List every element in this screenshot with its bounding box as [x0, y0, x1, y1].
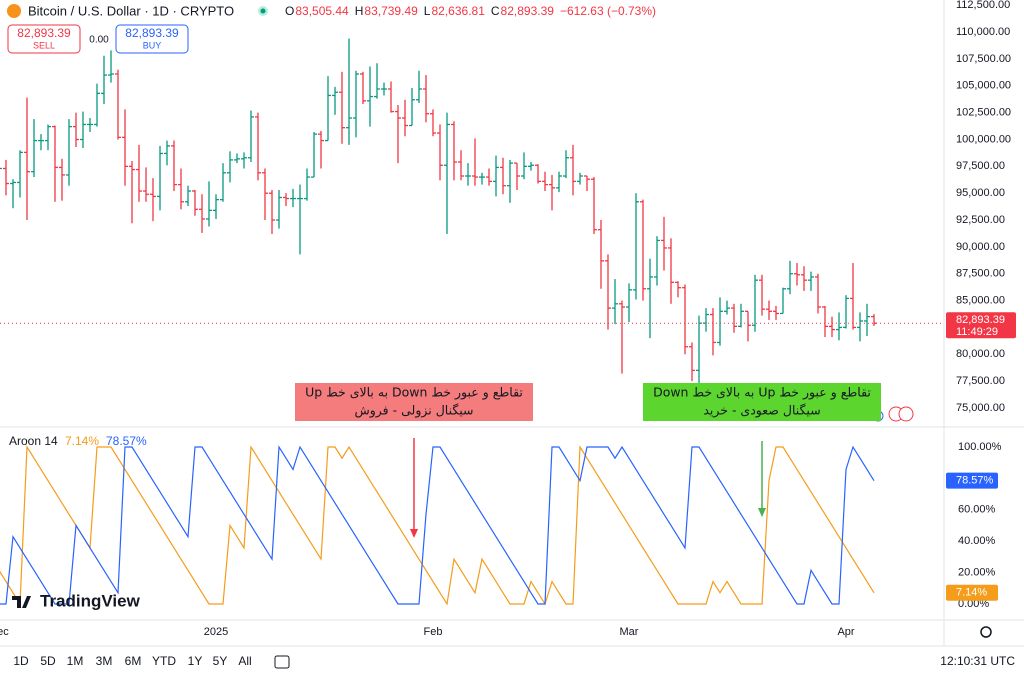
value-tag-label: 7.14%: [956, 587, 987, 599]
y-tick-label: 75,000.00: [956, 402, 1005, 414]
flag-icon: [898, 406, 914, 422]
buy-button[interactable]: [115, 24, 189, 54]
readout-change: −612.63 (−0.73%): [560, 4, 656, 18]
y-tick-label: 100,000.00: [956, 133, 1011, 145]
sell-label: SELL: [33, 40, 55, 50]
last-price-tag: [946, 312, 1016, 339]
readout-value: 83,739.49: [364, 4, 418, 18]
buy-label: BUY: [143, 40, 162, 50]
range-button[interactable]: 3M: [96, 654, 113, 668]
x-tick-label: 2025: [204, 626, 228, 638]
symbol-title: Bitcoin / U.S. Dollar · 1D · CRYPTO: [28, 3, 234, 18]
y-tick-label: 90,000.00: [956, 241, 1005, 253]
y-tick-label: 0.00%: [958, 598, 989, 610]
value-tag: [946, 472, 998, 489]
legend-value: 7.14%: [65, 434, 99, 448]
range-button[interactable]: 5D: [40, 654, 56, 668]
status-dot-core: [260, 8, 266, 14]
annotation-text: سیگنال نزولی - فروش: [354, 403, 473, 419]
legend-value: 78.57%: [106, 434, 147, 448]
x-tick-label: Dec: [0, 626, 9, 638]
indicator-title: Aroon 14: [9, 434, 58, 448]
y-tick-label: 20.00%: [958, 566, 996, 578]
range-button[interactable]: 1D: [13, 654, 29, 668]
y-tick-label: 77,500.00: [956, 375, 1005, 387]
x-tick-label: Feb: [424, 626, 443, 638]
date-range-icon[interactable]: [274, 655, 290, 669]
annotation-text: تقاطع و عبور خط Up به بالای خط Down: [653, 385, 871, 401]
y-tick-label: 102,500.00: [956, 107, 1011, 119]
readout-value: 82,893.39: [501, 4, 555, 18]
annotation-text: سیگنال صعودی - خرید: [703, 403, 820, 419]
readout-value: 82,636.81: [431, 4, 485, 18]
logo-mark: [12, 596, 31, 608]
y-tick-label: 112,500.00: [956, 0, 1010, 11]
value-tag: [946, 584, 998, 601]
buy-price: 82,893.39: [125, 26, 179, 40]
arrow-head: [758, 508, 766, 517]
range-button[interactable]: All: [238, 654, 251, 668]
countdown: 11:49:29: [956, 326, 998, 338]
y-tick-label: 105,000.00: [956, 80, 1011, 92]
readout-value: 83,505.44: [295, 4, 349, 18]
range-button[interactable]: 1M: [67, 654, 84, 668]
y-tick-label: 87,500.00: [956, 268, 1005, 280]
plot-area: [0, 38, 877, 606]
settings-icon[interactable]: [980, 626, 992, 638]
sell-button[interactable]: [7, 24, 81, 54]
spread: 0.00: [89, 35, 109, 46]
y-tick-label: 107,500.00: [956, 53, 1011, 65]
logo-text: TradingView: [40, 591, 141, 610]
y-tick-label: 100.00%: [958, 441, 1002, 453]
x-tick-label: Apr: [837, 626, 854, 638]
last-price-label: 82,893.39: [956, 314, 1005, 326]
y-tick-label: 110,000.00: [956, 26, 1010, 38]
range-button[interactable]: 5Y: [213, 654, 228, 668]
aroon-line: [0, 445, 875, 606]
readout-key: C: [491, 4, 500, 18]
y-tick-label: 95,000.00: [956, 187, 1005, 199]
readout-key: L: [424, 4, 431, 18]
sell-price: 82,893.39: [17, 26, 71, 40]
value-tag-label: 78.57%: [956, 475, 994, 487]
y-tick-label: 97,500.00: [956, 160, 1005, 172]
annotation-text: تقاطع و عبور خط Down به بالای خط Up: [305, 385, 523, 401]
y-tick-label: 40.00%: [958, 535, 996, 547]
y-tick-label: 60.00%: [958, 504, 996, 516]
y-tick-label: 92,500.00: [956, 214, 1005, 226]
y-tick-label: 85,000.00: [956, 294, 1005, 306]
aroon-line: [0, 445, 875, 605]
range-button[interactable]: YTD: [152, 654, 176, 668]
readout-key: H: [355, 4, 364, 18]
y-tick-label: 80,000.00: [956, 348, 1005, 360]
annotation-box: [643, 383, 881, 421]
annotation-box: [295, 383, 533, 421]
range-button[interactable]: 1Y: [188, 654, 203, 668]
readout-key: O: [285, 4, 294, 18]
clock: 12:10:31 UTC: [940, 654, 1015, 668]
range-button[interactable]: 6M: [125, 654, 142, 668]
coin-icon: [7, 4, 21, 18]
arrow-head: [410, 529, 418, 538]
x-tick-label: Mar: [620, 626, 639, 638]
